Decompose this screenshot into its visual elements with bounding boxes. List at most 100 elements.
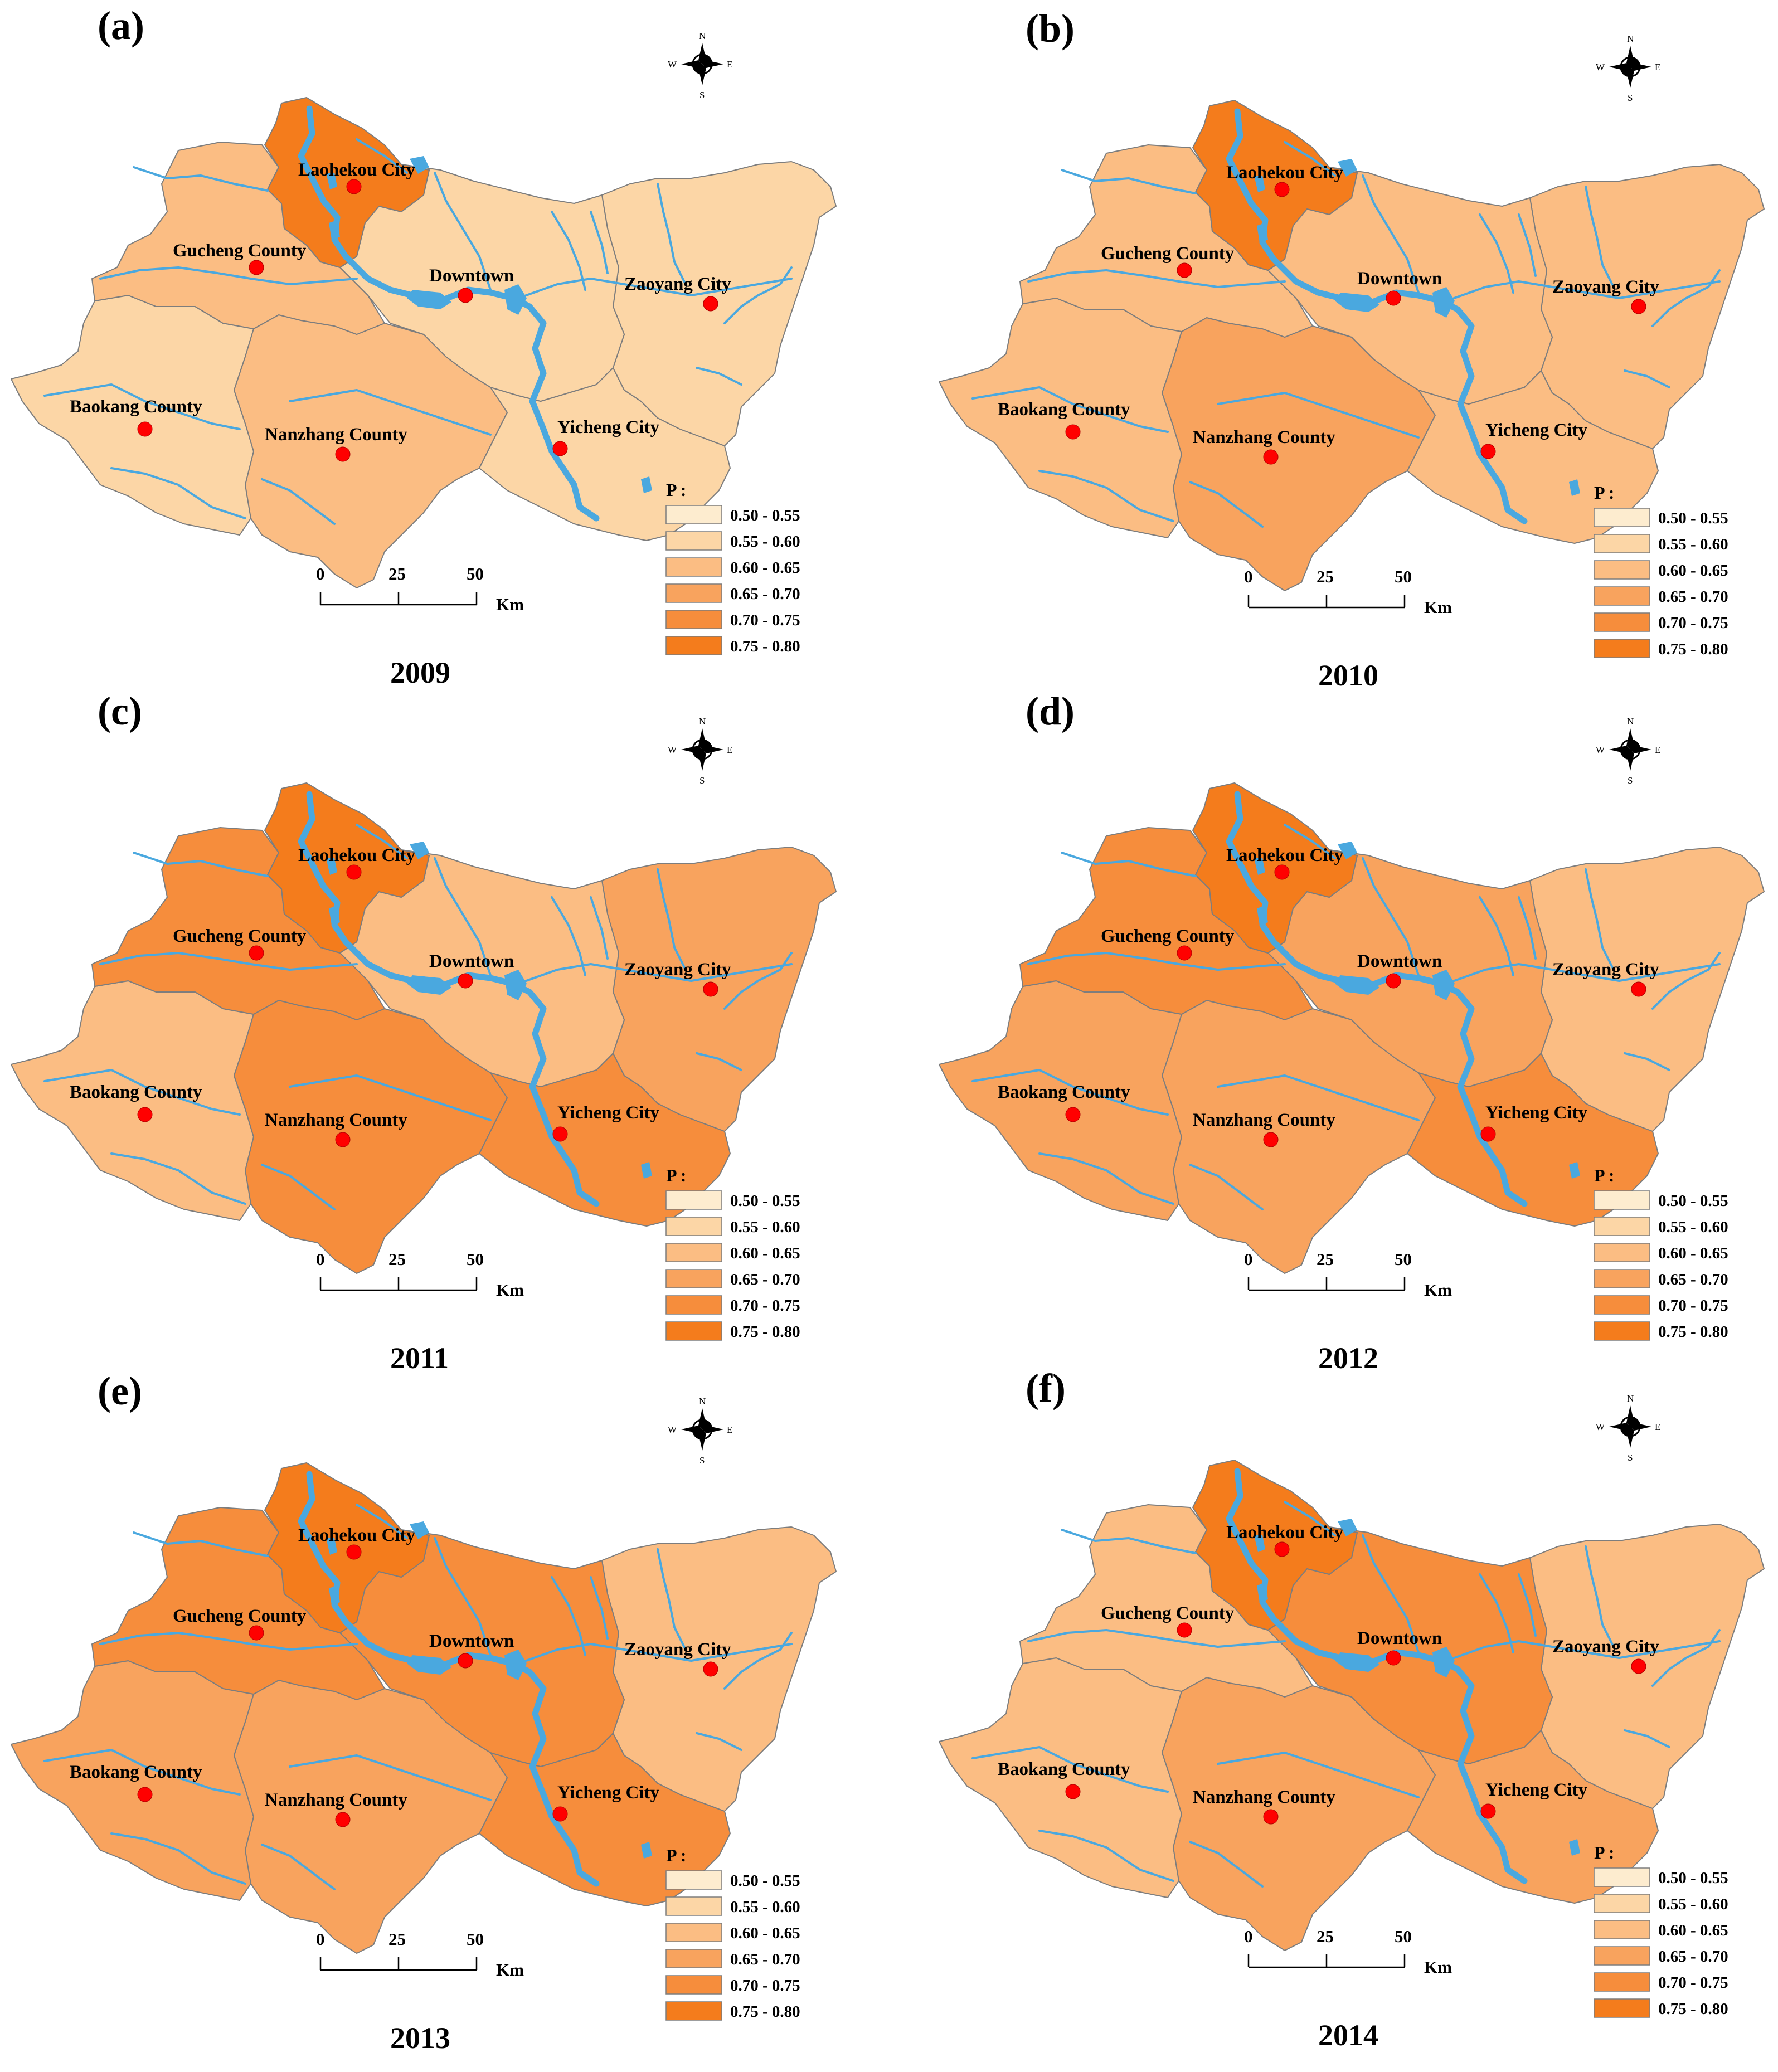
year-label: 2013 xyxy=(390,2021,450,2055)
legend-swatch xyxy=(665,583,722,603)
legend-title: P : xyxy=(666,1845,686,1865)
city-marker-nanzhang xyxy=(1263,1132,1279,1147)
map-panel: (d) Laohekou City Gucheng County Downtown Za… xyxy=(939,689,1765,1375)
legend-label: 0.70 - 0.75 xyxy=(1658,614,1728,632)
city-label-yicheng: Yicheng City xyxy=(557,1103,660,1123)
legend-swatch xyxy=(665,557,722,577)
city-label-laohekou: Laohekou City xyxy=(1226,845,1343,865)
legend-label: 0.65 - 0.70 xyxy=(730,1271,800,1288)
city-label-laohekou: Laohekou City xyxy=(298,160,415,180)
legend-title: P : xyxy=(1594,483,1614,503)
legend-swatch xyxy=(1594,1894,1650,1913)
year-label: 2011 xyxy=(390,1341,449,1375)
scale-bar: 0 25 50 Km xyxy=(1244,1927,1452,1977)
scale-tick-label: 0 xyxy=(316,1249,325,1269)
svg-text:E: E xyxy=(727,59,732,70)
lake xyxy=(1254,176,1265,192)
city-marker-gucheng xyxy=(1177,1622,1192,1638)
legend-label: 0.50 - 0.55 xyxy=(730,1872,800,1890)
legend-label: 0.65 - 0.70 xyxy=(730,1951,800,1968)
city-marker-zaoyang xyxy=(1631,981,1646,997)
legend-label: 0.60 - 0.65 xyxy=(730,559,800,577)
lake xyxy=(329,220,340,240)
river xyxy=(590,896,609,960)
lake xyxy=(641,476,652,493)
city-marker-gucheng xyxy=(249,1625,264,1641)
legend-label: 0.75 - 0.80 xyxy=(1658,640,1728,658)
river xyxy=(1217,392,1420,439)
legend-label: 0.65 - 0.70 xyxy=(1658,588,1728,606)
legend-label: 0.55 - 0.60 xyxy=(1658,1895,1728,1913)
legend-label: 0.70 - 0.75 xyxy=(1658,1297,1728,1315)
city-marker-baokang xyxy=(1065,1107,1081,1122)
city-marker-yicheng xyxy=(1480,1126,1496,1142)
legend-label: 0.50 - 0.55 xyxy=(1658,509,1728,527)
city-label-gucheng: Gucheng County xyxy=(1101,926,1235,946)
svg-text:W: W xyxy=(668,1424,677,1435)
lake xyxy=(504,1650,527,1680)
legend-swatch xyxy=(665,2001,722,2021)
river xyxy=(1479,1573,1514,1653)
city-marker-laohekou xyxy=(346,864,362,880)
legend-label: 0.75 - 0.80 xyxy=(1658,1323,1728,1341)
svg-text:N: N xyxy=(699,716,706,727)
legend-swatch xyxy=(665,1949,722,1968)
city-marker-baokang xyxy=(137,1107,153,1122)
city-marker-laohekou xyxy=(1274,1541,1290,1557)
legend-label: 0.60 - 0.65 xyxy=(1658,562,1728,580)
legend-label: 0.65 - 0.70 xyxy=(730,585,800,603)
city-label-downtown: Downtown xyxy=(429,1631,514,1651)
river xyxy=(99,1632,358,1651)
river xyxy=(133,1531,269,1557)
river xyxy=(1362,174,1420,294)
legend-title: P : xyxy=(666,1165,686,1185)
city-label-yicheng: Yicheng City xyxy=(1485,1103,1588,1123)
river xyxy=(289,1074,492,1121)
svg-text:W: W xyxy=(1596,1422,1605,1432)
north-arrow-icon: N S E W xyxy=(668,1396,732,1466)
panel-letter: (c) xyxy=(98,689,142,733)
city-label-downtown: Downtown xyxy=(1357,1628,1442,1648)
scale-tick-label: 0 xyxy=(1244,1249,1253,1269)
river xyxy=(1624,369,1670,388)
river xyxy=(99,952,358,971)
river xyxy=(1479,896,1514,976)
city-marker-nanzhang xyxy=(335,446,351,462)
river xyxy=(1189,1841,1264,1888)
city-label-zaoyang: Zaoyang City xyxy=(1552,960,1659,980)
river xyxy=(110,1152,246,1205)
river xyxy=(1651,952,1721,1010)
city-marker-baokang xyxy=(1065,1784,1081,1799)
legend-swatch xyxy=(665,531,722,551)
lake xyxy=(326,173,337,189)
scale-unit: Km xyxy=(1424,1957,1452,1977)
river xyxy=(1217,1752,1420,1798)
scale-unit: Km xyxy=(496,595,524,614)
legend-swatch xyxy=(665,1975,722,1995)
legend-label: 0.75 - 0.80 xyxy=(730,2003,800,2021)
panel-letter: (d) xyxy=(1026,689,1075,733)
svg-text:N: N xyxy=(699,1396,706,1407)
legend-label: 0.50 - 0.55 xyxy=(1658,1869,1728,1887)
year-label: 2012 xyxy=(1318,1341,1378,1375)
legend-swatch xyxy=(1594,1946,1650,1966)
svg-text:S: S xyxy=(699,1455,705,1466)
legend-label: 0.55 - 0.60 xyxy=(730,1898,800,1916)
lake xyxy=(1257,1583,1268,1602)
map-panel: (a) Laohekou City Gucheng County Downtown Za… xyxy=(11,3,837,689)
lake xyxy=(1569,1839,1580,1856)
city-marker-laohekou xyxy=(1274,182,1290,197)
scale-bar: 0 25 50 Km xyxy=(1244,567,1452,617)
svg-text:E: E xyxy=(1655,745,1660,755)
scale-bar: 0 25 50 Km xyxy=(316,1929,524,1979)
svg-text:W: W xyxy=(1596,62,1605,72)
river xyxy=(133,166,269,192)
city-label-baokang: Baokang County xyxy=(998,1082,1130,1102)
river xyxy=(99,266,358,285)
lake xyxy=(1432,287,1455,318)
river xyxy=(1624,1729,1670,1748)
scale-tick-label: 50 xyxy=(1395,1927,1412,1946)
scale-tick-label: 0 xyxy=(316,1929,325,1949)
river xyxy=(261,1844,336,1890)
city-marker-downtown xyxy=(1386,973,1401,989)
